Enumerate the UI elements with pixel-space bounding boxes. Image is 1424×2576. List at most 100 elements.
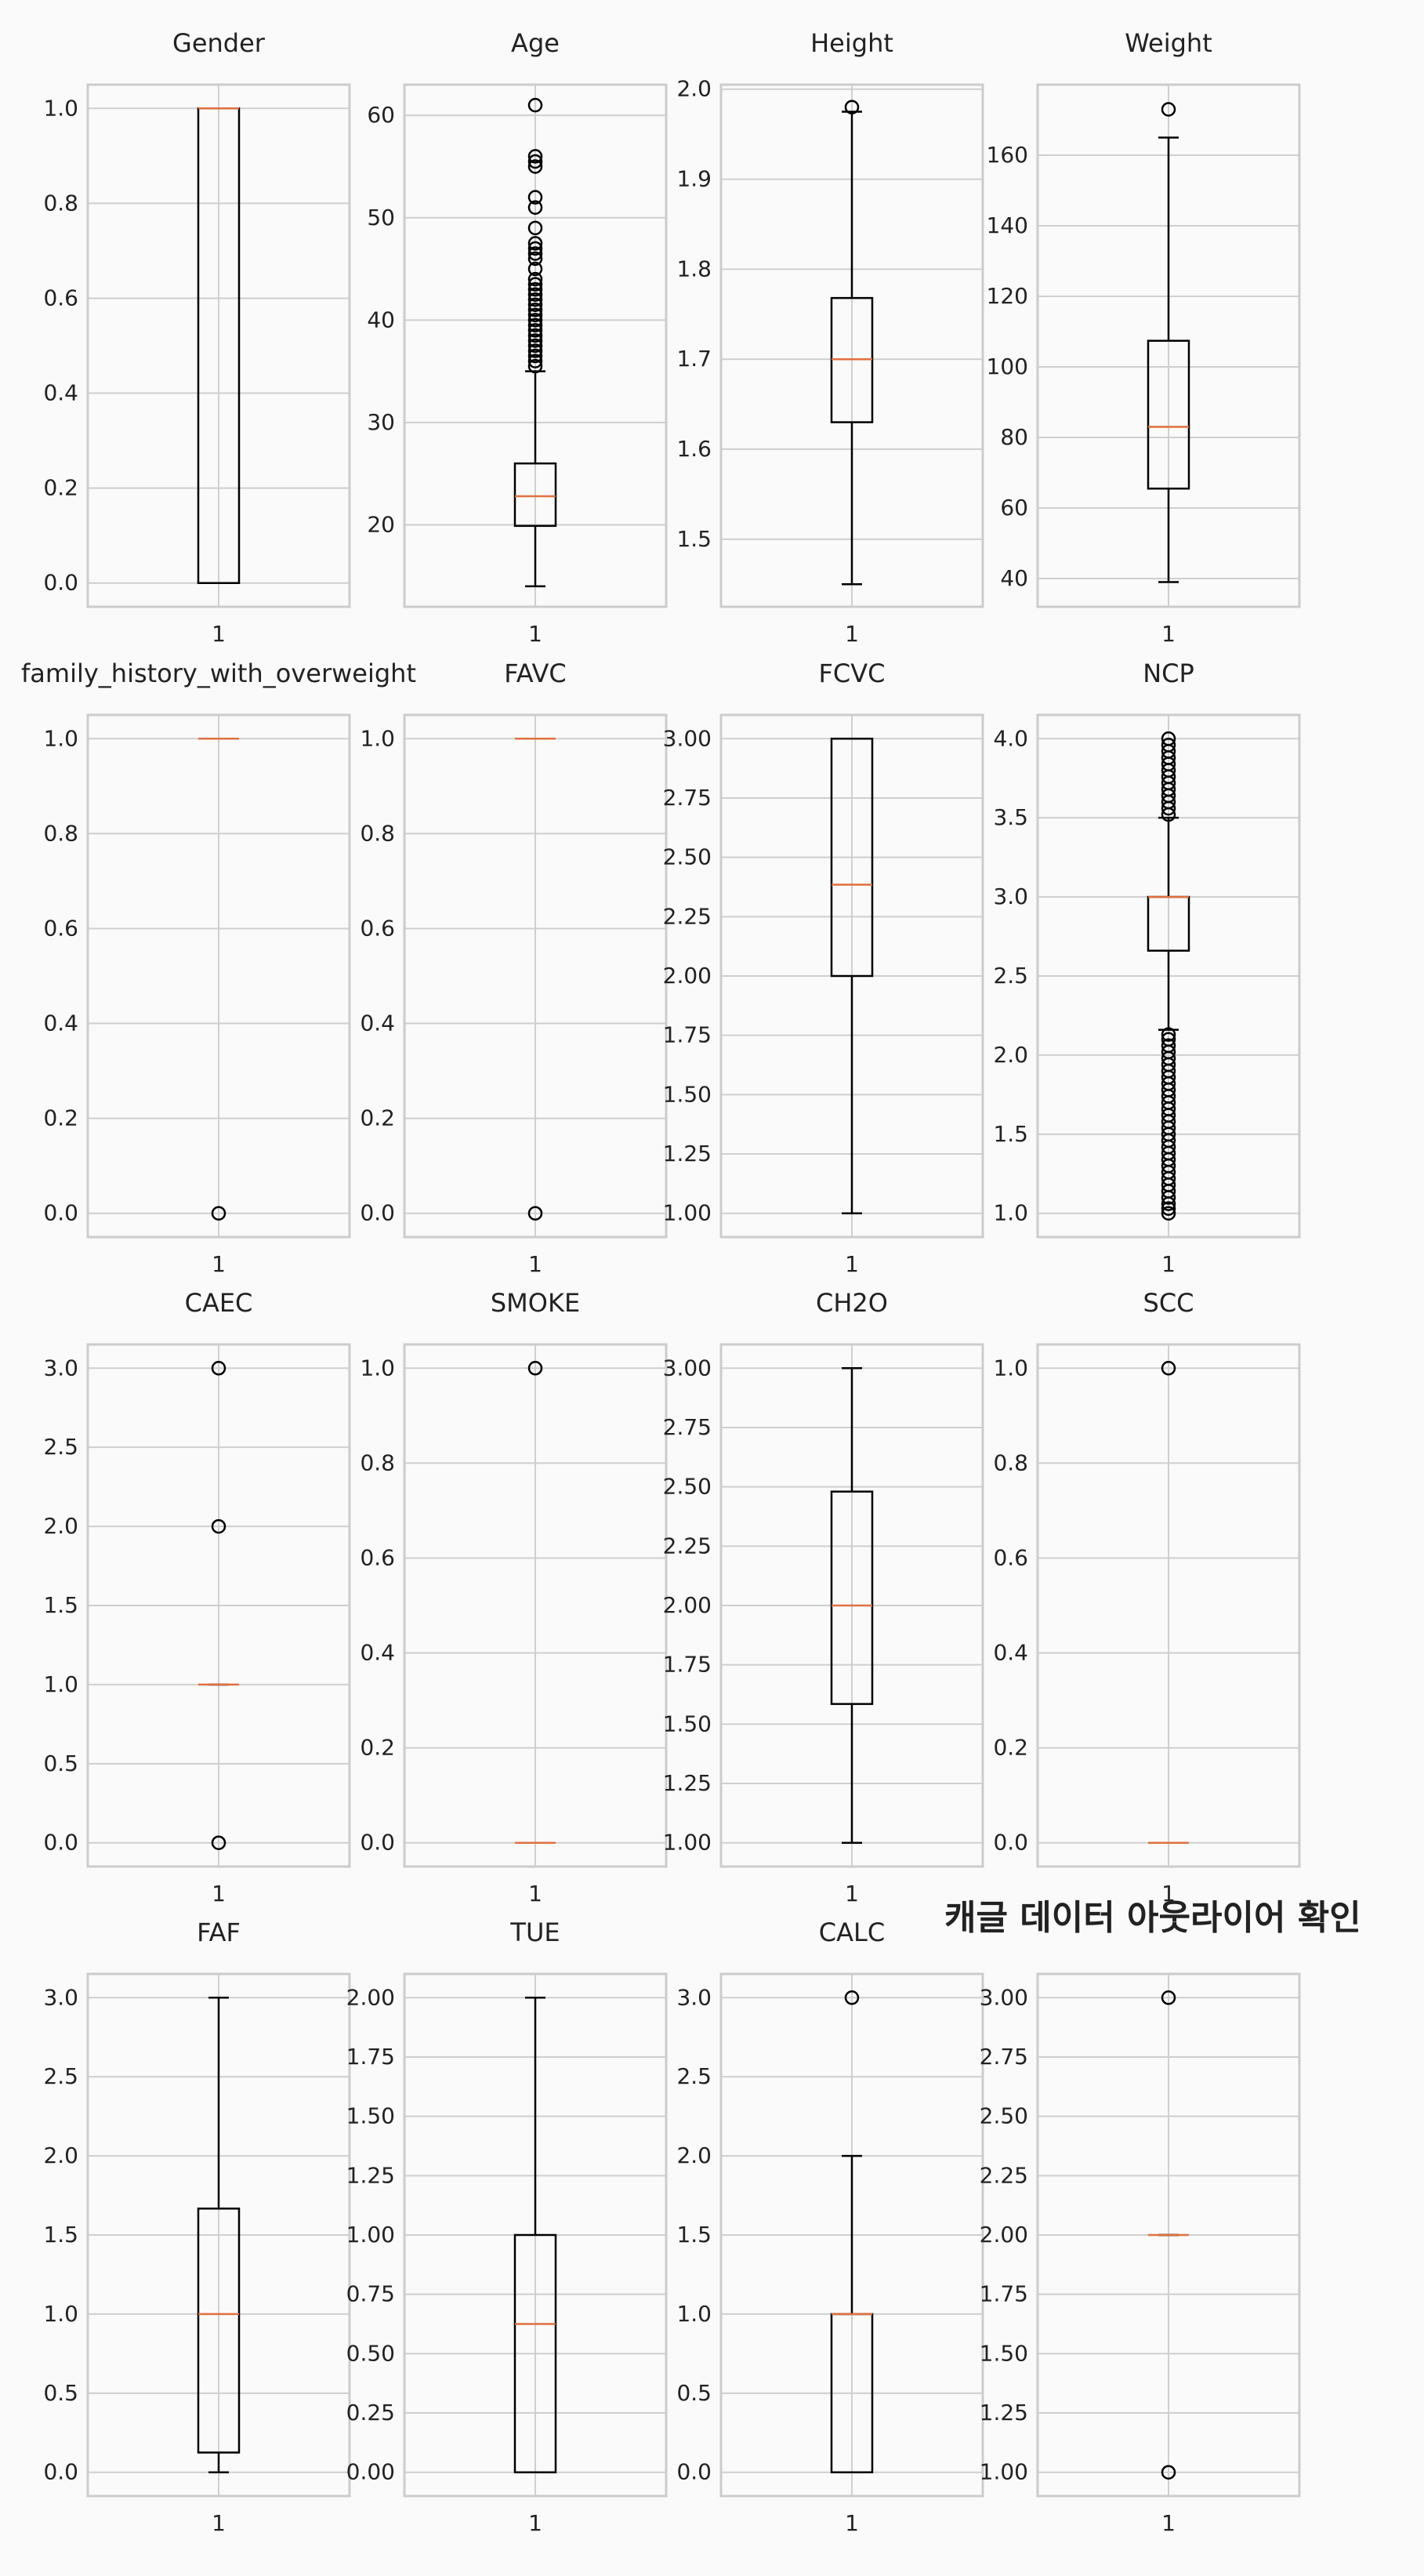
outlier-point	[1161, 1206, 1176, 1221]
plot-frame	[1036, 83, 1301, 608]
subplot-title: family_history_with_overweight	[21, 659, 416, 688]
y-tick-label: 3.00	[663, 1355, 712, 1381]
y-tick-label: 1.50	[663, 1081, 712, 1107]
y-tick-label: 0.6	[43, 285, 78, 310]
y-tick-label: 0.0	[360, 1200, 395, 1226]
plot-frame	[1036, 713, 1301, 1239]
y-tick-label: 40	[367, 307, 395, 332]
outlier-point	[1161, 1032, 1176, 1047]
outlier-point	[527, 97, 543, 113]
y-tick-label: 0.8	[43, 190, 78, 216]
y-tick-label: 20	[367, 512, 395, 538]
y-tick-label: 1.25	[663, 1141, 712, 1166]
subplot-title: NCP	[1143, 659, 1194, 688]
plot-frame	[86, 1972, 351, 2498]
subplot-tue: 0.00 0.25 0.50 0.75 1.00 1.25 1.50 1.75 2.00 1 TUE	[346, 1917, 668, 2536]
x-tick-label: 1	[212, 1251, 226, 1277]
outlier-point	[527, 261, 543, 277]
y-tick-label: 1.5	[43, 2222, 78, 2248]
outlier-point	[527, 159, 543, 174]
y-tick-label: 0.0	[43, 570, 78, 596]
outlier-point	[527, 338, 543, 354]
y-tick-label: 3.0	[43, 1355, 78, 1381]
y-tick-label: 2.0	[993, 1042, 1028, 1068]
subplot-favc: 0.0 0.2 0.4 0.6 0.8 1.0 1 FAVC	[360, 659, 668, 1277]
y-tick-label: 1.00	[346, 2222, 395, 2248]
outlier-point	[527, 236, 543, 251]
y-tick-label: 1.00	[980, 2459, 1028, 2485]
outlier-point	[527, 287, 543, 302]
outlier-point	[527, 328, 543, 343]
outlier-point	[1161, 102, 1176, 117]
y-tick-label: 0.5	[43, 2380, 78, 2406]
outlier-point	[1161, 1201, 1176, 1216]
outlier-point	[527, 313, 543, 328]
plot-frame	[86, 1343, 351, 1868]
y-tick-label: 1.0	[360, 725, 395, 751]
subplot-age: 20 30 40 50 60 1 Age	[367, 28, 668, 647]
y-tick-label: 0.0	[360, 1830, 395, 1856]
y-tick-label: 120	[987, 283, 1028, 309]
plot-frame	[403, 1343, 668, 1868]
iqr-box	[830, 1490, 874, 1705]
y-tick-label: 2.00	[980, 2222, 1028, 2248]
y-tick-label: 2.5	[676, 2063, 712, 2089]
subplot-scc: 0.0 0.2 0.4 0.6 0.8 1.0 1 SCC	[993, 1288, 1301, 1907]
y-tick-label: 1.50	[980, 2340, 1028, 2366]
y-tick-label: 1.75	[980, 2281, 1028, 2307]
y-tick-label: 1.5	[993, 1121, 1028, 1147]
outlier-point	[1161, 1027, 1176, 1042]
y-tick-label: 1.7	[676, 346, 712, 372]
y-tick-label: 0.2	[360, 1735, 395, 1761]
outlier-point	[527, 358, 543, 374]
subplot-ncp: 1.0 1.5 2.0 2.5 3.0 3.5 4.0 1 NCP	[993, 659, 1301, 1277]
outlier-point	[527, 317, 543, 333]
y-tick-label: 100	[987, 354, 1028, 379]
y-tick-label: 1.25	[663, 1770, 712, 1796]
y-tick-label: 1.75	[663, 1652, 712, 1678]
subplot-title: SMOKE	[491, 1288, 580, 1318]
plot-frame	[719, 1972, 984, 2498]
outlier-point	[527, 292, 543, 307]
y-tick-label: 0.8	[360, 820, 395, 846]
figure-suptitle: 캐글 데이터 아웃라이어 확인	[944, 1898, 1361, 1938]
y-tick-label: 0.6	[360, 915, 395, 941]
outlier-point	[527, 354, 543, 368]
y-tick-label: 1.0	[43, 95, 78, 121]
y-tick-label: 1.0	[43, 725, 78, 751]
plot-frame	[86, 713, 351, 1239]
iqr-box	[513, 462, 557, 528]
plot-frame	[1036, 1343, 1301, 1868]
subplot-smoke: 0.0 0.2 0.4 0.6 0.8 1.0 1 SMOKE	[360, 1288, 668, 1907]
outlier-point	[527, 220, 543, 236]
y-tick-label: 0.0	[43, 1200, 78, 1226]
y-tick-label: 2.00	[663, 1592, 712, 1618]
outlier-point	[527, 154, 543, 169]
y-tick-label: 2.0	[676, 2142, 712, 2168]
subplot-title: TUE	[509, 1917, 560, 1947]
subplot-title: Height	[810, 28, 893, 58]
y-tick-label: 160	[987, 142, 1028, 168]
outlier-point	[1161, 1361, 1176, 1376]
outlier-point	[211, 1361, 226, 1376]
outlier-point	[211, 1206, 226, 1221]
iqr-box	[830, 738, 874, 978]
y-tick-label: 1.5	[43, 1592, 78, 1618]
x-tick-label: 1	[212, 1881, 226, 1907]
plot-frame	[1036, 1972, 1301, 2498]
y-tick-label: 1.8	[676, 256, 712, 281]
outlier-point	[844, 100, 860, 114]
outlier-point	[527, 190, 543, 205]
y-tick-label: 1.25	[346, 2162, 395, 2188]
y-tick-label: 0.2	[43, 1105, 78, 1131]
y-tick-label: 40	[1000, 565, 1028, 591]
y-tick-label: 2.25	[663, 1533, 712, 1558]
y-tick-label: 0.2	[993, 1735, 1028, 1761]
y-tick-label: 1.0	[993, 1200, 1028, 1226]
y-tick-label: 3.0	[993, 883, 1028, 909]
x-tick-label: 1	[1161, 1251, 1176, 1277]
y-tick-label: 1.50	[663, 1711, 712, 1736]
outlier-point	[527, 343, 543, 358]
outlier-point	[527, 281, 543, 297]
y-tick-label: 2.50	[663, 1474, 712, 1500]
